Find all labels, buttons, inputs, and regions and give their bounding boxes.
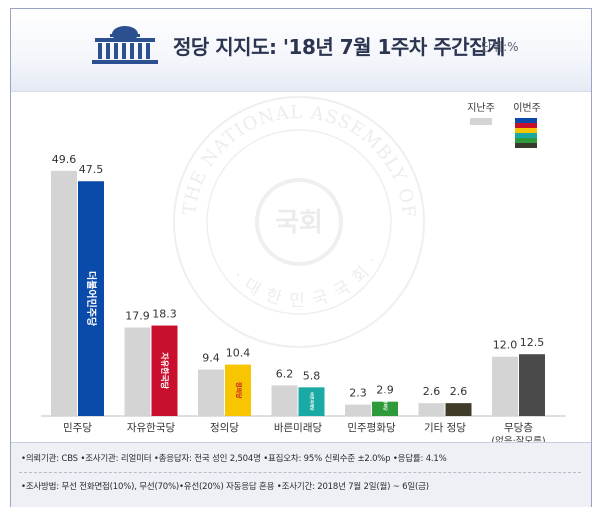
legend-stripe — [515, 138, 537, 143]
value-label-this-week: 12.5 — [520, 336, 545, 349]
legend-last-week-label: 지난주 — [467, 102, 495, 114]
bar-this-week — [298, 387, 325, 416]
party-logo-mark: 더불어민주당 — [85, 271, 98, 327]
legend-stripe — [515, 133, 537, 138]
bar-last-week — [271, 385, 298, 416]
value-label-last-week: 9.4 — [202, 352, 220, 365]
value-label-this-week: 2.9 — [376, 384, 394, 397]
bar-last-week — [418, 403, 445, 416]
category-label: 민주평화당 — [347, 422, 396, 434]
unit-label: 단위:% — [481, 40, 519, 54]
survey-info-line-2: •조사방법: 무선 전화면접(10%), 무선(70%)•유선(20%) 자동응… — [21, 482, 429, 492]
bar-chart: THE NATIONAL ASSEMBLY OF THE REPUBLIC OF… — [11, 9, 566, 442]
survey-info-line-1: •의뢰기관: CBS •조사기관: 리얼미터 •총응답자: 전국 성인 2,50… — [21, 454, 447, 464]
legend: 지난주 이번주 — [467, 102, 541, 148]
bar-last-week — [124, 327, 151, 416]
value-label-last-week: 49.6 — [52, 153, 77, 166]
legend-stripe — [515, 128, 537, 133]
bar-last-week — [51, 170, 77, 416]
bar-this-week — [445, 403, 472, 416]
bar-this-week — [151, 325, 178, 416]
chart-title: 정당 지지도: '18년 7월 1주차 주간집계 — [173, 35, 505, 59]
legend-last-week-swatch — [470, 118, 492, 125]
category-label: 기타 정당 — [424, 422, 466, 434]
bar-this-week — [519, 354, 545, 416]
infographic-frame: 정당 지지도: '18년 7월 1주차 주간집계 단위:% THE NATION… — [10, 8, 592, 507]
bar-last-week — [492, 356, 518, 416]
legend-stripe — [515, 123, 537, 128]
value-label-last-week: 2.3 — [349, 387, 367, 400]
value-label-this-week: 2.6 — [450, 385, 468, 398]
survey-info-footer: •의뢰기관: CBS •조사기관: 리얼미터 •총응답자: 전국 성인 2,50… — [11, 442, 591, 507]
bar-last-week — [345, 404, 371, 416]
party-logo-mark: 바른미래당 — [310, 392, 316, 411]
bar-last-week — [198, 369, 224, 416]
svg-text:· 대 한 민 국 국 회 ·: · 대 한 민 국 국 회 · — [228, 251, 383, 311]
party-logo-mark: 민주평화당 — [383, 392, 389, 411]
value-label-last-week: 6.2 — [276, 367, 294, 380]
value-label-this-week: 18.3 — [152, 308, 177, 321]
legend-this-week-label: 이번주 — [513, 102, 541, 114]
category-label: 정의당 — [210, 422, 239, 434]
header: 정당 지지도: '18년 7월 1주차 주간집계 단위:% — [11, 9, 591, 92]
category-label: 무당층 — [504, 422, 533, 434]
bar-this-week — [225, 364, 251, 416]
category-label: 민주당 — [63, 422, 92, 434]
footer-divider — [19, 472, 581, 473]
value-label-last-week: 17.9 — [125, 310, 150, 323]
national-assembly-icon — [92, 26, 158, 64]
legend-this-week-swatch — [515, 118, 537, 148]
legend-stripe — [515, 143, 537, 148]
bar-this-week — [78, 181, 104, 416]
category-label: 자유한국당 — [127, 422, 176, 434]
watermark-bottom-text: · 대 한 민 국 국 회 · — [228, 251, 381, 311]
party-logo-mark: 정의당 — [235, 382, 243, 399]
legend-stripe — [515, 118, 537, 123]
watermark-seal — [173, 96, 425, 348]
category-label: 바른미래당 — [274, 422, 323, 434]
category-sublabel: (없음·잘모름) — [491, 435, 545, 442]
bar-this-week — [372, 401, 398, 416]
value-label-last-week: 12.0 — [493, 339, 518, 352]
value-label-this-week: 47.5 — [79, 163, 104, 176]
value-label-last-week: 2.6 — [423, 385, 441, 398]
party-logo-mark: 자유한국당 — [160, 352, 170, 389]
value-label-this-week: 5.8 — [303, 369, 321, 382]
watermark-center-text: 국회 — [275, 208, 323, 238]
value-label-this-week: 10.4 — [226, 347, 251, 360]
